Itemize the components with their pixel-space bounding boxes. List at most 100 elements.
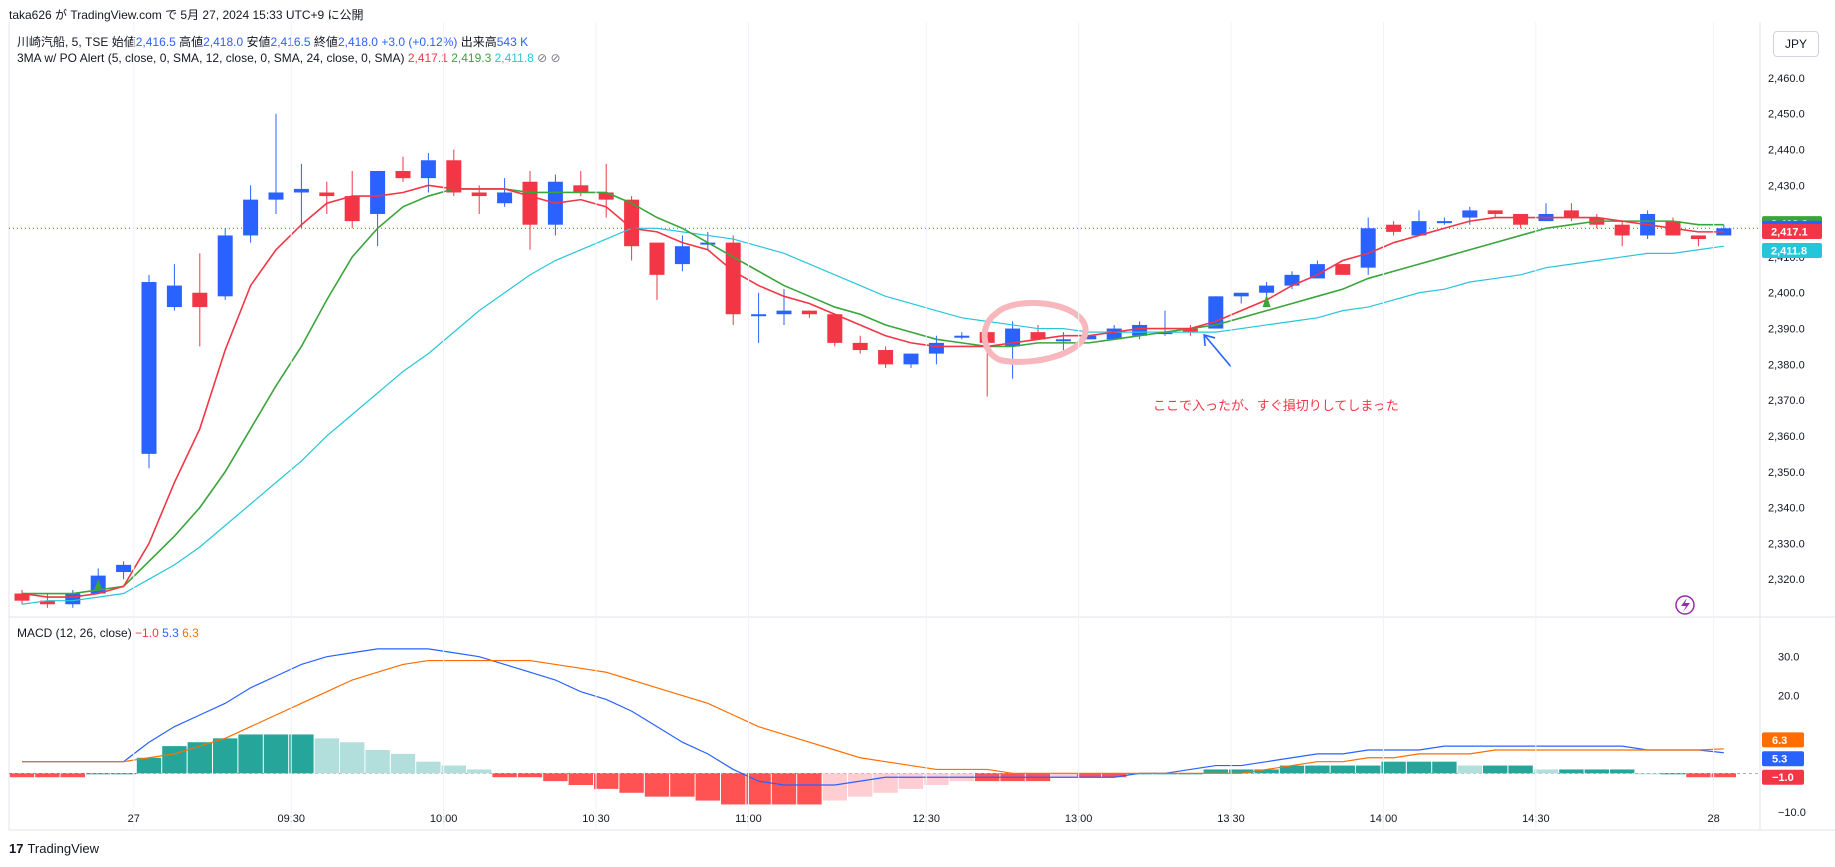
ma5-line [21, 184, 1724, 598]
macd-histogram-bar [1102, 773, 1127, 778]
ma24-value: 2,411.8 [494, 51, 534, 65]
macd-tick-label: 20.0 [1778, 691, 1799, 703]
price-tick-label: 2,440.0 [1768, 145, 1805, 157]
macd-histogram-bar [86, 773, 111, 775]
candle-body [700, 242, 716, 245]
macd-histogram-bar [1508, 765, 1533, 774]
close-value: 2,418.0 [337, 35, 378, 49]
macd-histogram-bar [213, 738, 238, 774]
candle-body [1690, 235, 1706, 240]
macd-histogram-bar [924, 773, 949, 785]
ma12-value: 2,419.3 [451, 51, 492, 65]
candle-body [1106, 328, 1122, 340]
macd-histogram-bar [1305, 765, 1330, 774]
candle-body [674, 246, 690, 265]
candle-body [1132, 324, 1148, 336]
currency-button[interactable]: JPY [1773, 31, 1819, 57]
low-value: 2,416.5 [270, 35, 311, 49]
candle-body [268, 192, 284, 200]
price-tick-label: 2,340.0 [1768, 503, 1805, 515]
bolt-circle [1675, 595, 1695, 615]
macd-signal-value: 6.3 [182, 626, 199, 640]
macd-histogram-bar [111, 773, 136, 775]
symbol-legend[interactable]: 川崎汽船, 5, TSE 始値2,416.5 高値2,418.0 安値2,416… [17, 33, 528, 50]
macd-histogram-bar [1660, 773, 1686, 775]
macd-histogram-bar [771, 773, 797, 805]
symbol-name[interactable]: 川崎汽船, 5, TSE [17, 35, 109, 49]
candle-body [65, 593, 81, 605]
tradingview-logo[interactable]: 17 TradingView [9, 841, 99, 856]
macd-histogram-bar [670, 773, 695, 797]
tradingview-logo-icon: 17 [9, 841, 24, 856]
open-label: 始値 [111, 35, 136, 49]
ma5-value: 2,417.1 [407, 51, 448, 65]
candle-body [1284, 274, 1300, 286]
macd-legend[interactable]: MACD (12, 26, close) −1.0 5.3 6.3 [17, 626, 199, 640]
price-tick-label: 2,430.0 [1768, 180, 1805, 192]
candle-body [471, 192, 487, 197]
publish-caption: taka626 が TradingView.com で 5月 27, 2024 … [9, 8, 364, 22]
price-axis-badge [1762, 242, 1822, 258]
hide-eye-icon[interactable]: ⊘ ⊘ [537, 51, 561, 65]
candle-body [649, 242, 665, 275]
buy-alert-icon [94, 579, 103, 590]
candle-body [217, 235, 233, 297]
candle-body [1462, 210, 1478, 218]
macd-histogram-bar [263, 734, 289, 774]
candle-body [39, 600, 55, 605]
price-tick-label: 2,380.0 [1768, 359, 1805, 371]
candle-body [1487, 210, 1503, 214]
candle-body [522, 181, 538, 225]
candle-body [1335, 264, 1351, 275]
candle-body [420, 160, 436, 179]
buy-alert-icon [1262, 294, 1271, 308]
price-tick-label: 2,330.0 [1768, 538, 1805, 550]
macd-indicator-name[interactable]: MACD (12, 26, close) [17, 626, 132, 640]
candle-body [497, 192, 513, 204]
macd-axis-badge [1762, 751, 1804, 767]
macd-histogram-bar [35, 773, 60, 778]
macd-line-value: 5.3 [162, 626, 179, 640]
macd-axis-badge [1762, 732, 1804, 748]
macd-histogram-bar [1330, 765, 1355, 774]
candle-body [1436, 221, 1452, 224]
ma-indicator-name[interactable]: 3MA w/ PO Alert (5, close, 0, SMA, 12, c… [17, 51, 405, 65]
candle-body [192, 292, 208, 308]
macd-histogram-bar [60, 773, 85, 778]
macd-histogram-bar [365, 750, 390, 774]
macd-histogram-bar [746, 773, 771, 805]
candle-body [1030, 332, 1046, 340]
macd-histogram-bar [848, 773, 873, 797]
macd-tick-label: −10.0 [1778, 807, 1806, 819]
candle-body [903, 353, 919, 365]
candle-body [370, 171, 386, 214]
candle-body [878, 350, 894, 365]
macd-histogram-bar [1686, 773, 1711, 778]
macd-histogram-bar [644, 773, 670, 797]
price-tick-label: 2,360.0 [1768, 431, 1805, 443]
macd-histogram-bar [1559, 769, 1584, 774]
macd-histogram-bar [822, 773, 847, 801]
ma-legend[interactable]: 3MA w/ PO Alert (5, close, 0, SMA, 12, c… [17, 51, 561, 65]
price-tick-label: 2,460.0 [1768, 73, 1805, 85]
macd-histogram-bar [1432, 761, 1457, 774]
price-axis-badge-label: 2,417.1 [1771, 227, 1808, 239]
macd-histogram-bar [721, 773, 746, 805]
candle-body [243, 199, 259, 236]
candle-body [395, 171, 411, 179]
candle-body [776, 310, 792, 315]
price-tick-label: 2,370.0 [1768, 395, 1805, 407]
macd-histogram-bar [898, 773, 924, 789]
candle-body [14, 593, 30, 601]
macd-histogram-bar [441, 765, 466, 774]
sell-alert-icon [729, 267, 738, 279]
candle-body [116, 564, 132, 573]
arrow-head-icon [1203, 333, 1216, 346]
candle-body [801, 310, 817, 315]
close-label: 終値 [313, 35, 338, 49]
macd-histogram-bar [1406, 761, 1432, 774]
price-tick-label: 2,320.0 [1768, 574, 1805, 586]
macd-line [22, 648, 1724, 786]
candle-body [624, 199, 640, 247]
